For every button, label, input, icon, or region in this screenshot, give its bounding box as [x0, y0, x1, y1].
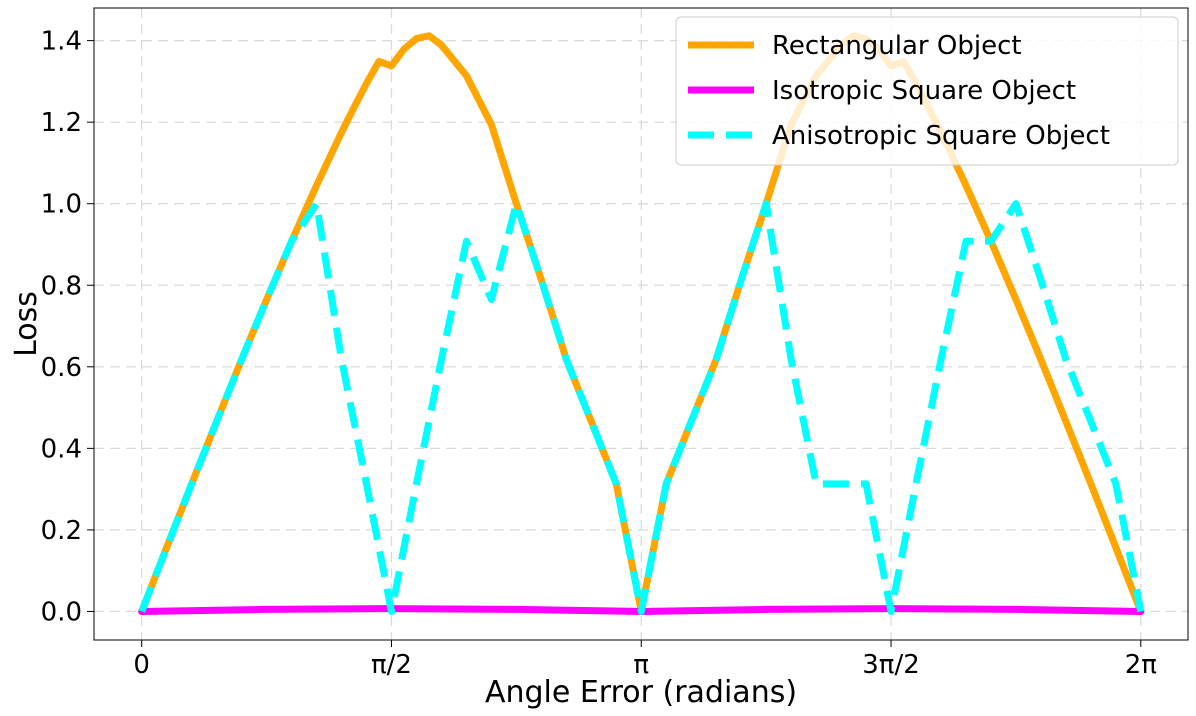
anisotropic-square-object-line — [138, 200, 1145, 615]
x-tick-label: 0 — [133, 650, 150, 680]
legend-label-anisotropic-square-object: Anisotropic Square Object — [772, 121, 1110, 151]
x-tick-label: π — [633, 650, 649, 680]
x-axis-label: Angle Error (radians) — [485, 675, 797, 710]
y-axis-ticks: 0.0 0.2 0.4 0.6 0.8 1.0 1.2 1.4 — [41, 27, 94, 627]
legend-box — [675, 16, 1179, 166]
y-tick-label: 1.2 — [41, 108, 82, 138]
y-tick-label: 0.6 — [41, 353, 82, 383]
y-axis-label: Loss — [9, 291, 44, 357]
legend-label-rectangular-object: Rectangular Object — [772, 31, 1022, 61]
y-tick-label: 0.2 — [41, 516, 82, 546]
legend-label-isotropic-square-object: Isotropic Square Object — [772, 76, 1076, 106]
x-tick-label: 3π/2 — [862, 650, 920, 680]
y-tick-label: 0.4 — [41, 434, 82, 464]
x-tick-label: 2π — [1125, 650, 1157, 680]
y-tick-label: 0.0 — [41, 597, 82, 627]
x-tick-label: π/2 — [371, 650, 412, 680]
x-axis-ticks: 0 π/2 π 3π/2 2π — [133, 640, 1157, 680]
legend: Rectangular Object Isotropic Square Objec… — [675, 16, 1179, 166]
y-tick-label: 0.8 — [41, 271, 82, 301]
y-tick-label: 1.0 — [41, 190, 82, 220]
y-tick-label: 1.4 — [41, 27, 82, 57]
